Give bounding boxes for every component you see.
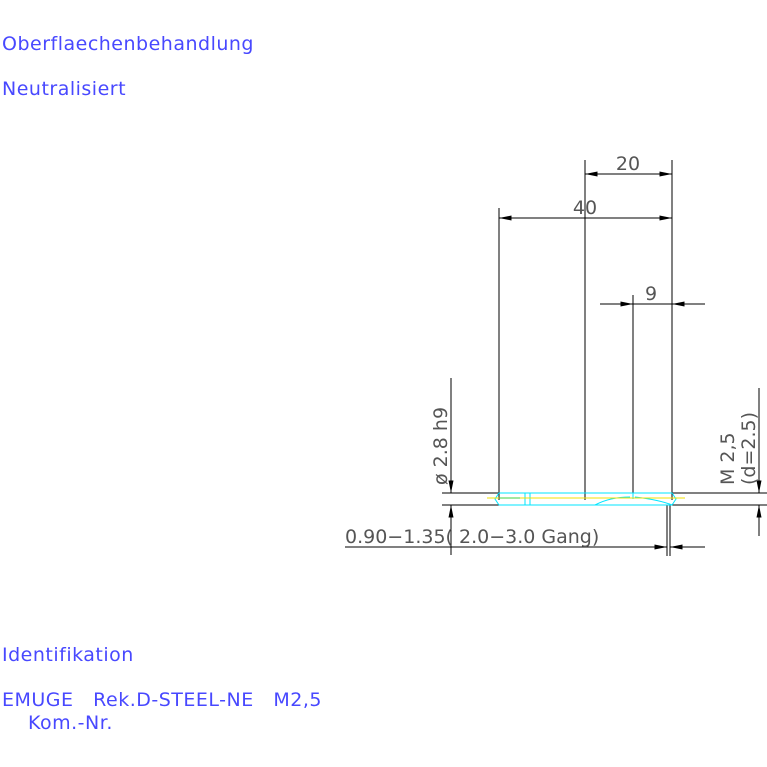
dimension-text-thread-d: (d=2.5)	[738, 412, 760, 485]
ident-brand: EMUGE	[2, 689, 74, 711]
ident-product: Rek.D-STEEL-NE	[93, 689, 254, 711]
kom-nr-label: Kom.-Nr.	[28, 712, 113, 734]
dimension-text-40: 40	[573, 197, 597, 219]
ident-size: M2,5	[273, 689, 322, 711]
dimension-text-thread: M 2,5	[717, 432, 739, 485]
dimension-text-chamfer: 0.90−1.35( 2.0−3.0 Gang)	[345, 526, 599, 548]
identification-label: Identifikation	[2, 644, 134, 666]
identification-line: EMUGE Rek.D-STEEL-NE M2,5	[2, 689, 322, 711]
dimension-text-diameter: ø 2.8 h9	[430, 407, 452, 485]
surface-treatment-label: Oberflaechenbehandlung	[2, 33, 254, 55]
surface-treatment-value: Neutralisiert	[2, 78, 127, 100]
dimension-text-20: 20	[616, 153, 640, 175]
dimension-text-9: 9	[645, 283, 657, 305]
